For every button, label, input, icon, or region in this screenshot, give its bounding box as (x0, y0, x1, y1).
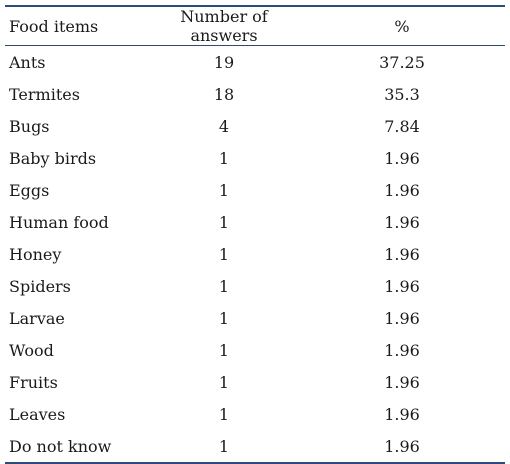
table-top-rule (5, 5, 505, 7)
table-header-rule (5, 45, 505, 46)
table-row: Fruits 1 1.96 (5, 366, 505, 398)
table-body: Ants 19 37.25 Termites 18 35.3 Bugs 4 7.… (5, 46, 505, 462)
cell-answers: 1 (218, 180, 230, 200)
cell-answers: 1 (218, 404, 230, 424)
cell-food-item: Larvae (9, 308, 65, 328)
cell-percent: 1.96 (384, 180, 420, 200)
cell-food-item: Eggs (9, 180, 50, 200)
table-row: Wood 1 1.96 (5, 334, 505, 366)
cell-percent: 1.96 (384, 212, 420, 232)
cell-food-item: Termites (9, 84, 80, 104)
cell-answers: 1 (218, 372, 230, 392)
table-row: Termites 18 35.3 (5, 78, 505, 110)
cell-percent: 7.84 (384, 116, 420, 136)
cell-answers: 1 (218, 276, 230, 296)
table-row: Eggs 1 1.96 (5, 174, 505, 206)
cell-answers: 19 (213, 52, 235, 72)
cell-answers: 1 (218, 244, 230, 264)
cell-food-item: Honey (9, 244, 62, 264)
cell-food-item: Wood (9, 340, 54, 360)
table-row: Do not know 1 1.96 (5, 430, 505, 462)
food-items-table: Food items Number of answers % Ants 19 3… (5, 7, 505, 462)
table-row: Ants 19 37.25 (5, 46, 505, 78)
header-number-of-answers: Number of answers (180, 7, 268, 45)
header-food-items: Food items (9, 16, 99, 36)
cell-percent: 1.96 (384, 372, 420, 392)
cell-answers: 1 (218, 340, 230, 360)
cell-percent: 1.96 (384, 404, 420, 424)
food-items-table-container: Food items Number of answers % Ants 19 3… (5, 5, 505, 464)
cell-percent: 35.3 (384, 84, 420, 104)
cell-food-item: Bugs (9, 116, 50, 136)
cell-answers: 1 (218, 436, 230, 456)
cell-answers: 4 (218, 116, 230, 136)
cell-food-item: Baby birds (9, 148, 97, 168)
cell-food-item: Do not know (9, 436, 112, 456)
table-row: Leaves 1 1.96 (5, 398, 505, 430)
table-row: Human food 1 1.96 (5, 206, 505, 238)
cell-answers: 1 (218, 148, 230, 168)
table-row: Spiders 1 1.96 (5, 270, 505, 302)
cell-food-item: Ants (9, 52, 46, 72)
cell-percent: 1.96 (384, 148, 420, 168)
table-header-row: Food items Number of answers % (5, 7, 505, 45)
cell-percent: 1.96 (384, 308, 420, 328)
cell-answers: 1 (218, 308, 230, 328)
cell-percent: 37.25 (379, 52, 425, 72)
cell-percent: 1.96 (384, 340, 420, 360)
table-row: Baby birds 1 1.96 (5, 142, 505, 174)
header-percent: % (394, 16, 410, 36)
cell-percent: 1.96 (384, 244, 420, 264)
cell-food-item: Fruits (9, 372, 58, 392)
table-row: Honey 1 1.96 (5, 238, 505, 270)
cell-percent: 1.96 (384, 436, 420, 456)
cell-food-item: Human food (9, 212, 109, 232)
cell-answers: 1 (218, 212, 230, 232)
table-row: Bugs 4 7.84 (5, 110, 505, 142)
cell-answers: 18 (213, 84, 235, 104)
cell-percent: 1.96 (384, 276, 420, 296)
table-row: Larvae 1 1.96 (5, 302, 505, 334)
cell-food-item: Spiders (9, 276, 71, 296)
cell-food-item: Leaves (9, 404, 66, 424)
